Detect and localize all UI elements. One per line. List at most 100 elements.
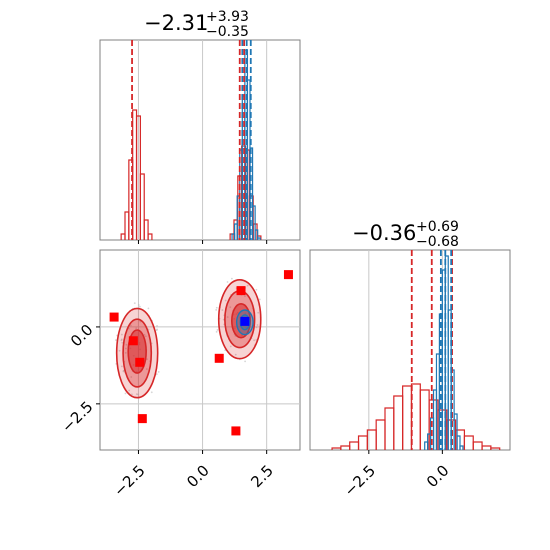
br-red-bin <box>481 445 492 450</box>
bl-sample-point <box>253 339 255 342</box>
panel-bottom-left-frame <box>99 249 301 451</box>
bl-sample-point <box>121 341 124 344</box>
bl-sample-point <box>215 306 218 309</box>
bl-sample-point <box>143 333 146 336</box>
tl-red-bin <box>139 173 145 240</box>
panel-bottom-right-histogram: −2.5 0.0 −0.36 +0.69 −0.68 <box>309 219 511 500</box>
br-red-bin <box>490 447 501 450</box>
bl-red-marker <box>135 357 145 367</box>
bl-xtick-label: −2.5 <box>110 462 148 500</box>
bl-sample-point <box>120 333 123 336</box>
br-red-bin <box>402 385 413 450</box>
bl-sample-point <box>144 335 147 338</box>
bl-sample-point <box>122 370 125 373</box>
bl-sample-point <box>150 391 153 394</box>
bl-xtick-label: 0.0 <box>183 462 213 492</box>
panel-bottom-right-title-lower: −0.68 <box>416 234 459 250</box>
bl-blue-marker <box>240 316 250 326</box>
tl-blue-bin <box>251 205 256 240</box>
tl-red-bin <box>256 235 262 240</box>
bl-sample-point <box>145 368 148 370</box>
br-xtick-label: −2.5 <box>341 462 379 500</box>
bl-sample-point <box>244 360 247 363</box>
bl-sample-point <box>215 330 218 333</box>
bl-sample-point <box>224 299 227 302</box>
bl-sample-point <box>255 288 258 291</box>
bl-sample-point <box>147 307 150 310</box>
panel-bottom-left-2d: −2.5 0.0 2.5 −2.5 0.0 <box>58 249 301 500</box>
br-blue-bin <box>459 445 464 450</box>
bl-red-marker <box>109 312 119 322</box>
br-red-bin <box>357 435 368 450</box>
br-red-bin <box>384 407 395 450</box>
bl-red-marker <box>128 336 138 346</box>
tl-blue-bin <box>254 229 259 240</box>
bl-sample-point <box>124 351 127 354</box>
panel-top-left-histogram: −2.31 +3.93 −0.35 <box>99 9 301 244</box>
panel-bottom-right-title-value: −0.36 <box>352 221 416 245</box>
panel-bottom-right-title-upper: +0.69 <box>416 219 459 235</box>
br-blue-bin <box>453 413 458 450</box>
bl-sample-point <box>138 305 141 308</box>
br-blue-bin <box>456 435 461 450</box>
bl-sample-point <box>216 329 219 331</box>
bl-sample-point <box>146 358 148 361</box>
br-xtick-label: 0.0 <box>423 462 453 492</box>
bl-red-marker <box>283 270 293 280</box>
bl-sample-point <box>226 316 229 318</box>
bl-sample-point <box>125 347 127 350</box>
bl-sample-point <box>131 393 133 396</box>
bl-sample-point <box>120 365 123 368</box>
bl-sample-point <box>258 298 261 301</box>
bl-red-marker <box>231 426 241 436</box>
bl-sample-point <box>244 295 246 298</box>
panel-bottom-right-frame <box>309 249 511 451</box>
bl-sample-point <box>124 392 127 395</box>
bl-xtick-label: 2.5 <box>247 462 277 492</box>
bl-sample-point <box>135 327 138 330</box>
bl-ytick-label: 0.0 <box>67 321 97 351</box>
panel-top-left-title-upper: +3.93 <box>206 9 249 25</box>
bl-sample-point <box>133 302 136 305</box>
bl-red-marker <box>236 286 246 296</box>
bl-sample-point <box>137 304 140 306</box>
tl-blue-bin <box>257 237 261 240</box>
br-red-bin <box>393 395 404 450</box>
bl-sample-point <box>118 349 121 352</box>
panel-top-left-title-value: −2.31 <box>144 11 208 35</box>
br-red-bin <box>375 419 386 450</box>
bl-sample-point <box>257 311 260 314</box>
bl-sample-point <box>156 328 158 331</box>
tl-red-bin <box>143 219 149 240</box>
br-red-bin <box>340 445 351 450</box>
panel-top-left-frame <box>99 39 301 241</box>
bl-sample-point <box>130 376 133 378</box>
bl-sample-point <box>215 309 218 311</box>
bl-sample-point <box>230 277 233 280</box>
bl-sample-point <box>234 353 237 356</box>
bl-sample-point <box>229 345 232 348</box>
bl-sample-point <box>120 338 123 341</box>
bl-sample-point <box>226 281 229 283</box>
bl-sample-point <box>255 326 258 329</box>
br-red-bin <box>472 441 483 450</box>
bl-sample-point <box>155 373 158 376</box>
bl-sample-point <box>157 371 160 373</box>
tl-red-bin <box>147 233 153 240</box>
bl-ytick-label: −2.5 <box>58 398 96 436</box>
br-red-bin <box>349 441 360 450</box>
bl-sample-point <box>125 343 128 346</box>
br-red-bin <box>410 383 421 450</box>
bl-sample-point <box>256 324 259 326</box>
bl-sample-point <box>137 393 140 396</box>
panel-top-left-title-lower: −0.35 <box>206 24 249 40</box>
bl-sample-point <box>156 324 158 327</box>
bl-sample-point <box>115 339 117 341</box>
bl-red-marker <box>137 414 147 424</box>
bl-sample-point <box>128 389 131 392</box>
bl-sample-point <box>246 284 249 287</box>
bl-sample-point <box>135 393 138 396</box>
bl-sample-point <box>229 306 232 309</box>
bl-sample-point <box>129 324 132 327</box>
